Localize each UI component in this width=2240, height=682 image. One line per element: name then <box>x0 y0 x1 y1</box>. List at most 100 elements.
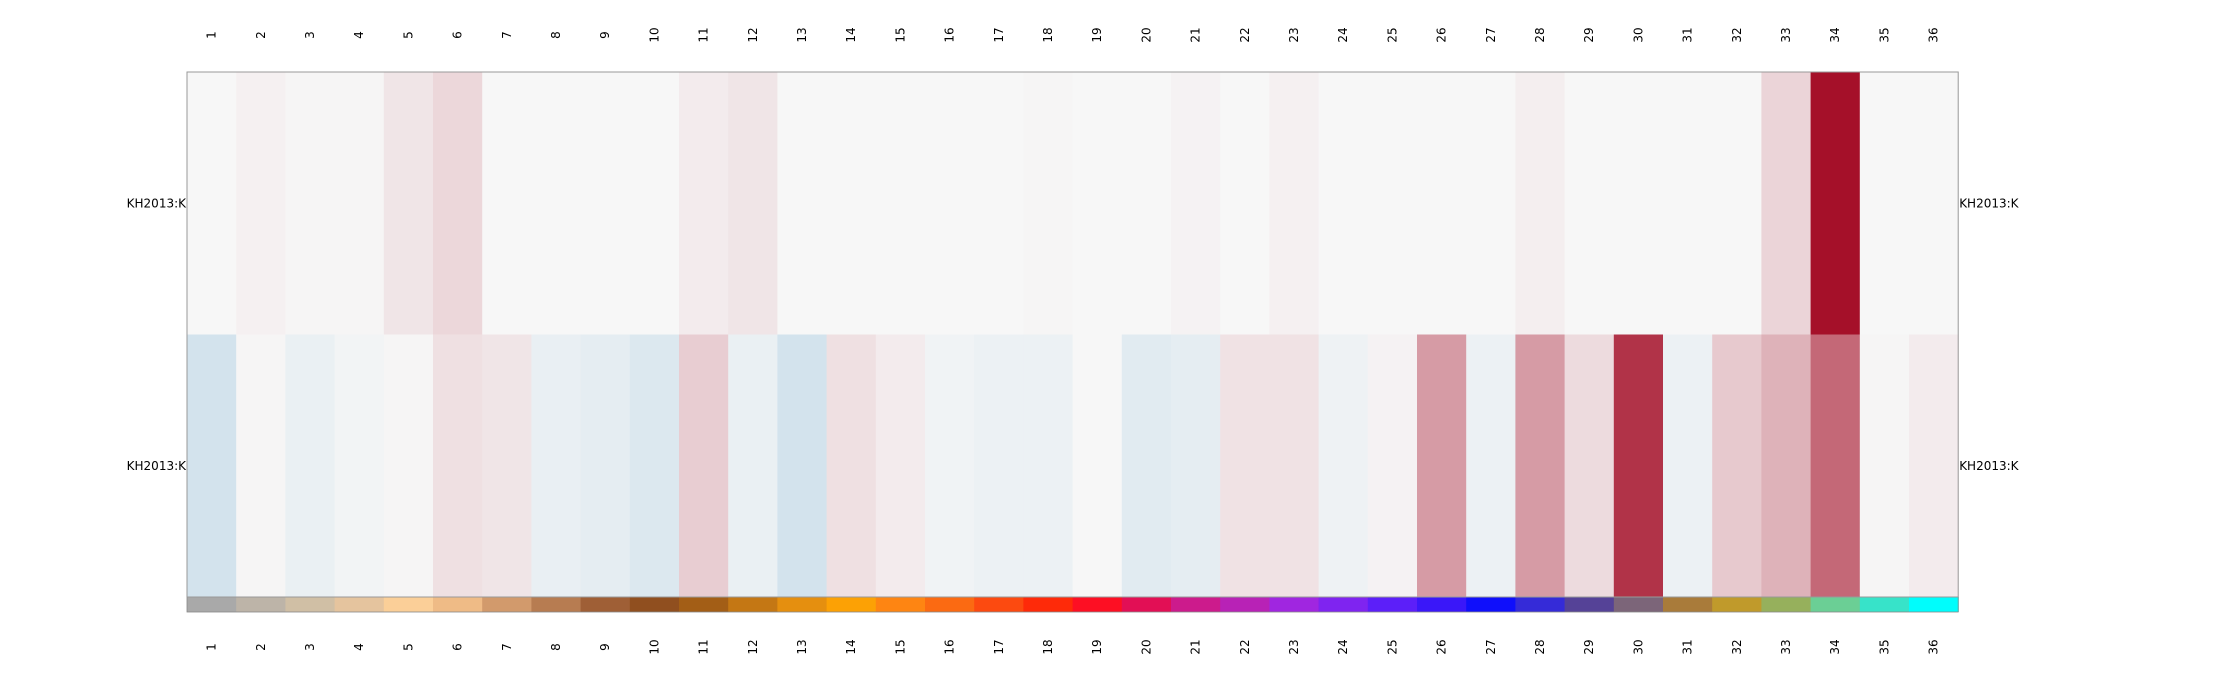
heatmap-cell-r2-c24 <box>1318 334 1369 598</box>
color-bar-segment-8 <box>531 597 582 612</box>
heatmap-cell-r1-c31 <box>1663 72 1713 336</box>
color-bar-segment-24 <box>1318 597 1369 612</box>
heatmap-cells <box>187 72 1959 598</box>
heatmap-cell-r2-c35 <box>1859 334 1910 598</box>
row-label-right-1: KH2013:K <box>1959 196 2019 210</box>
color-bar-segment-13 <box>777 597 828 612</box>
top-column-label-32: 32 <box>1730 27 1744 42</box>
heatmap-cell-r1-c10 <box>629 72 680 336</box>
heatmap-cell-r1-c33 <box>1761 72 1812 336</box>
color-bar-segment-26 <box>1417 597 1467 612</box>
bottom-column-label-12: 12 <box>746 639 760 654</box>
heatmap-cell-r2-c22 <box>1220 334 1270 598</box>
heatmap-cell-r1-c19 <box>1072 72 1123 336</box>
color-bar-segment-29 <box>1564 597 1615 612</box>
color-bar-segment-32 <box>1712 597 1762 612</box>
heatmap-cell-r1-c25 <box>1367 72 1418 336</box>
top-column-label-27: 27 <box>1484 27 1498 42</box>
heatmap-cell-r2-c10 <box>629 334 680 598</box>
color-bar-segment-2 <box>236 597 286 612</box>
heatmap-cell-r1-c13 <box>777 72 828 336</box>
color-bar-segment-9 <box>580 597 631 612</box>
heatmap-cell-r2-c31 <box>1663 334 1713 598</box>
heatmap-cell-r1-c21 <box>1171 72 1221 336</box>
color-bar-segment-7 <box>482 597 532 612</box>
heatmap-cell-r1-c32 <box>1712 72 1762 336</box>
bottom-column-label-29: 29 <box>1582 639 1596 654</box>
heatmap-cell-r1-c9 <box>580 72 631 336</box>
row-label-right-2: KH2013:K <box>1959 459 2019 473</box>
heatmap-cell-r2-c6 <box>433 334 483 598</box>
heatmap-cell-r2-c26 <box>1417 334 1467 598</box>
top-column-label-26: 26 <box>1435 27 1449 42</box>
row-label-left-2: KH2013:K <box>127 459 187 473</box>
heatmap-cell-r2-c14 <box>826 334 877 598</box>
top-column-label-1: 1 <box>205 31 219 39</box>
color-bar-segment-20 <box>1121 597 1172 612</box>
top-column-label-22: 22 <box>1238 27 1252 42</box>
top-column-label-19: 19 <box>1090 27 1104 42</box>
bottom-column-label-9: 9 <box>598 643 612 651</box>
top-column-label-36: 36 <box>1927 27 1941 42</box>
bottom-column-label-27: 27 <box>1484 639 1498 654</box>
top-column-labels: 1 2 3 4 5 6 7 8 9 10 11 12 13 14 15 16 17 18 19 20 21 22 23 24 2… <box>205 27 1941 42</box>
bottom-column-label-11: 11 <box>697 639 711 654</box>
heatmap-cell-r1-c8 <box>531 72 582 336</box>
color-bar-segment-34 <box>1810 597 1861 612</box>
bottom-column-label-22: 22 <box>1238 639 1252 654</box>
color-bar-segment-35 <box>1859 597 1910 612</box>
row-labels: KH2013:K KH2013:K KH2013:K KH2013:K <box>127 196 2020 473</box>
heatmap-cell-r2-c21 <box>1171 334 1221 598</box>
heatmap-cell-r2-c1 <box>187 334 237 598</box>
heatmap-cell-r1-c17 <box>974 72 1024 336</box>
color-bar-segment-15 <box>875 597 926 612</box>
top-column-label-33: 33 <box>1779 27 1793 42</box>
bottom-column-label-18: 18 <box>1041 639 1055 654</box>
heatmap-cell-r2-c29 <box>1564 334 1615 598</box>
heatmap-cell-r1-c34 <box>1810 72 1861 336</box>
heatmap-cell-r2-c18 <box>1023 334 1074 598</box>
top-column-label-13: 13 <box>795 27 809 42</box>
heatmap-cell-r2-c20 <box>1121 334 1172 598</box>
heatmap-cell-r2-c16 <box>925 334 975 598</box>
heatmap-cell-r2-c30 <box>1613 334 1664 598</box>
color-bar-segment-33 <box>1761 597 1812 612</box>
bottom-column-labels: 1 2 3 4 5 6 7 8 9 10 11 12 13 14 15 16 17 18 19 20 21 22 23 24 2… <box>205 639 1941 654</box>
bottom-column-label-3: 3 <box>303 643 317 651</box>
heatmap-cell-r2-c7 <box>482 334 532 598</box>
bottom-column-label-1: 1 <box>205 643 219 651</box>
top-column-label-3: 3 <box>303 31 317 39</box>
top-column-label-17: 17 <box>992 27 1006 42</box>
color-bar-segment-30 <box>1613 597 1664 612</box>
top-column-label-21: 21 <box>1189 27 1203 42</box>
heatmap-cell-r2-c9 <box>580 334 631 598</box>
heatmap-cell-r2-c25 <box>1367 334 1418 598</box>
bottom-column-label-8: 8 <box>549 643 563 651</box>
heatmap-cell-r2-c17 <box>974 334 1024 598</box>
heatmap-cell-r1-c15 <box>875 72 926 336</box>
color-bar-segment-31 <box>1663 597 1713 612</box>
bottom-column-label-28: 28 <box>1533 639 1547 654</box>
color-bar-segment-4 <box>334 597 385 612</box>
heatmap-cell-r1-c14 <box>826 72 877 336</box>
heatmap-cell-r1-c16 <box>925 72 975 336</box>
top-column-label-16: 16 <box>943 27 957 42</box>
heatmap-cell-r2-c4 <box>334 334 385 598</box>
top-column-label-20: 20 <box>1139 27 1153 42</box>
heatmap-cell-r2-c2 <box>236 334 286 598</box>
bottom-column-label-32: 32 <box>1730 639 1744 654</box>
top-column-label-23: 23 <box>1287 27 1301 42</box>
bottom-column-label-34: 34 <box>1828 639 1842 654</box>
top-column-label-25: 25 <box>1385 27 1399 42</box>
top-column-label-8: 8 <box>549 31 563 39</box>
heatmap-cell-r1-c4 <box>334 72 385 336</box>
heatmap-cell-r1-c12 <box>728 72 778 336</box>
heatmap-cell-r2-c34 <box>1810 334 1861 598</box>
heatmap-cell-r1-c29 <box>1564 72 1615 336</box>
bottom-column-label-2: 2 <box>254 643 268 651</box>
heatmap-cell-r2-c11 <box>679 334 729 598</box>
heatmap-cell-r2-c19 <box>1072 334 1123 598</box>
bottom-column-label-26: 26 <box>1435 639 1449 654</box>
heatmap-cell-r1-c11 <box>679 72 729 336</box>
bottom-column-label-25: 25 <box>1385 639 1399 654</box>
